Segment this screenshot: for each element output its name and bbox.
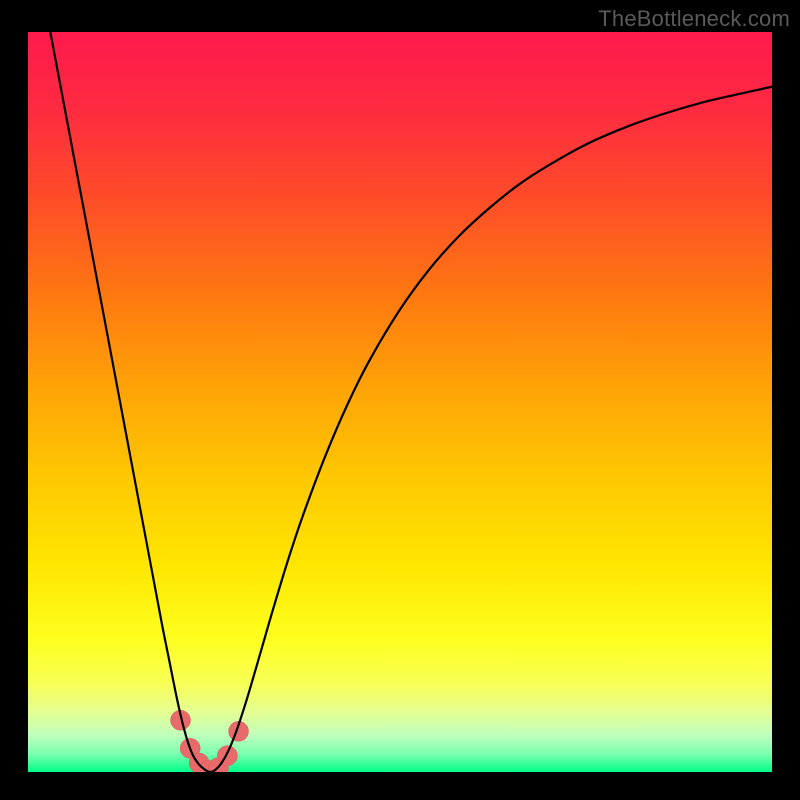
chart-container: { "watermark": { "text": "TheBottleneck.… <box>0 0 800 800</box>
bottleneck-curve <box>50 32 772 772</box>
curve-layer <box>28 32 772 772</box>
watermark-text: TheBottleneck.com <box>598 6 790 32</box>
plot-area <box>28 32 772 772</box>
